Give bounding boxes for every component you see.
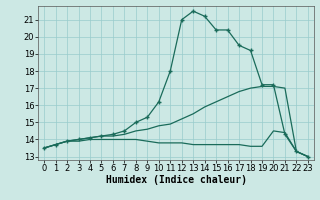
X-axis label: Humidex (Indice chaleur): Humidex (Indice chaleur) [106, 175, 246, 185]
